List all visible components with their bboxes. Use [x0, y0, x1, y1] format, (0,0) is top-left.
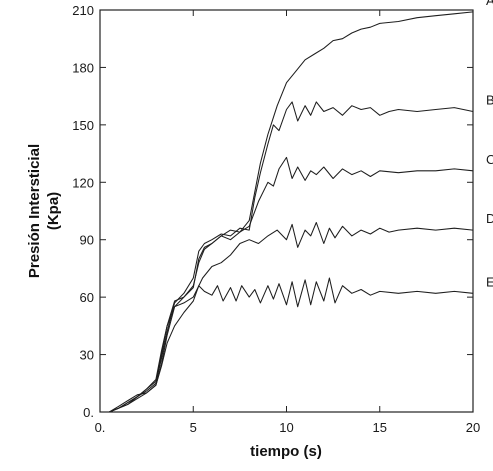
series-label-c: C: [486, 152, 493, 167]
x-axis-title: tiempo (s): [250, 443, 322, 460]
y-tick-label: 30: [80, 348, 94, 363]
series-line-e: [109, 277, 474, 413]
series-line-a: [109, 11, 474, 413]
y-axis-title: Presión Intersticial (Kpa): [26, 144, 62, 278]
series-label-b: B: [486, 92, 493, 107]
x-tick-label: 15: [373, 420, 387, 435]
y-tick-label: 210: [72, 3, 94, 18]
y-axis-title-line1: Presión Intersticial: [26, 144, 43, 278]
y-tick-label: 0.: [83, 405, 94, 420]
x-tick-label: 0.: [95, 420, 106, 435]
y-tick-label: 180: [72, 60, 94, 75]
y-axis-title-line2: (Kpa): [45, 192, 62, 230]
series-line-b: [109, 101, 474, 413]
y-tick-label: 90: [80, 233, 94, 248]
x-tick-label: 10: [279, 420, 293, 435]
series-labels: A B C D E: [486, 0, 493, 289]
series-label-a: A: [486, 0, 493, 8]
x-tick-label: 5: [190, 420, 197, 435]
series-line-d: [109, 221, 474, 413]
series-label-d: D: [486, 211, 493, 226]
plot-frame: [99, 9, 474, 413]
x-axis-ticks: 0. 5 10 15 20: [95, 10, 480, 435]
y-tick-label: 120: [72, 175, 94, 190]
x-tick-label: 20: [466, 420, 480, 435]
series-lines: [109, 11, 474, 413]
y-axis-ticks: 0. 30 60 90 120 150 180 210: [72, 3, 473, 420]
series-label-e: E: [486, 274, 493, 289]
y-tick-label: 60: [80, 290, 94, 305]
y-tick-label: 150: [72, 118, 94, 133]
